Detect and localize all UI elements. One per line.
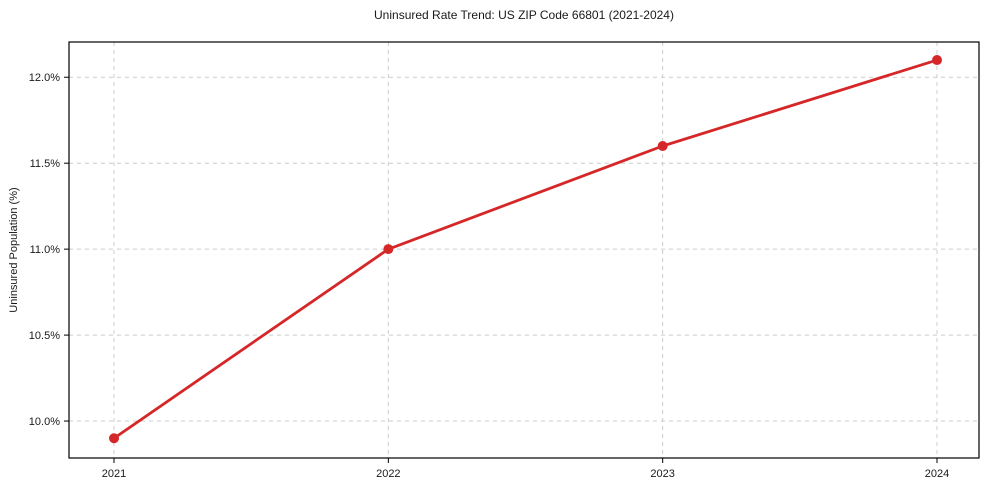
- y-tick-label: 12.0%: [29, 72, 60, 84]
- trend-line: [112, 58, 939, 440]
- y-tick-label: 11.0%: [30, 244, 61, 256]
- data-point-2021: [109, 433, 119, 444]
- y-tick-label: 10.5%: [29, 330, 60, 342]
- chart-title: Uninsured Rate Trend: US ZIP Code 66801 …: [374, 8, 674, 22]
- x-tick-label: 2021: [102, 468, 126, 480]
- data-point-2024: [932, 55, 942, 66]
- y-tick-label: 11.5%: [30, 158, 61, 170]
- data-point-2023: [657, 141, 668, 151]
- x-tick-label: 2022: [376, 468, 400, 480]
- x-tick-label: 2023: [650, 468, 674, 480]
- data-point-2022: [383, 244, 394, 255]
- x-tick-label: 2024: [925, 468, 949, 480]
- y-tick-label: 10.0%: [29, 416, 60, 428]
- plot-frame: [68, 41, 980, 459]
